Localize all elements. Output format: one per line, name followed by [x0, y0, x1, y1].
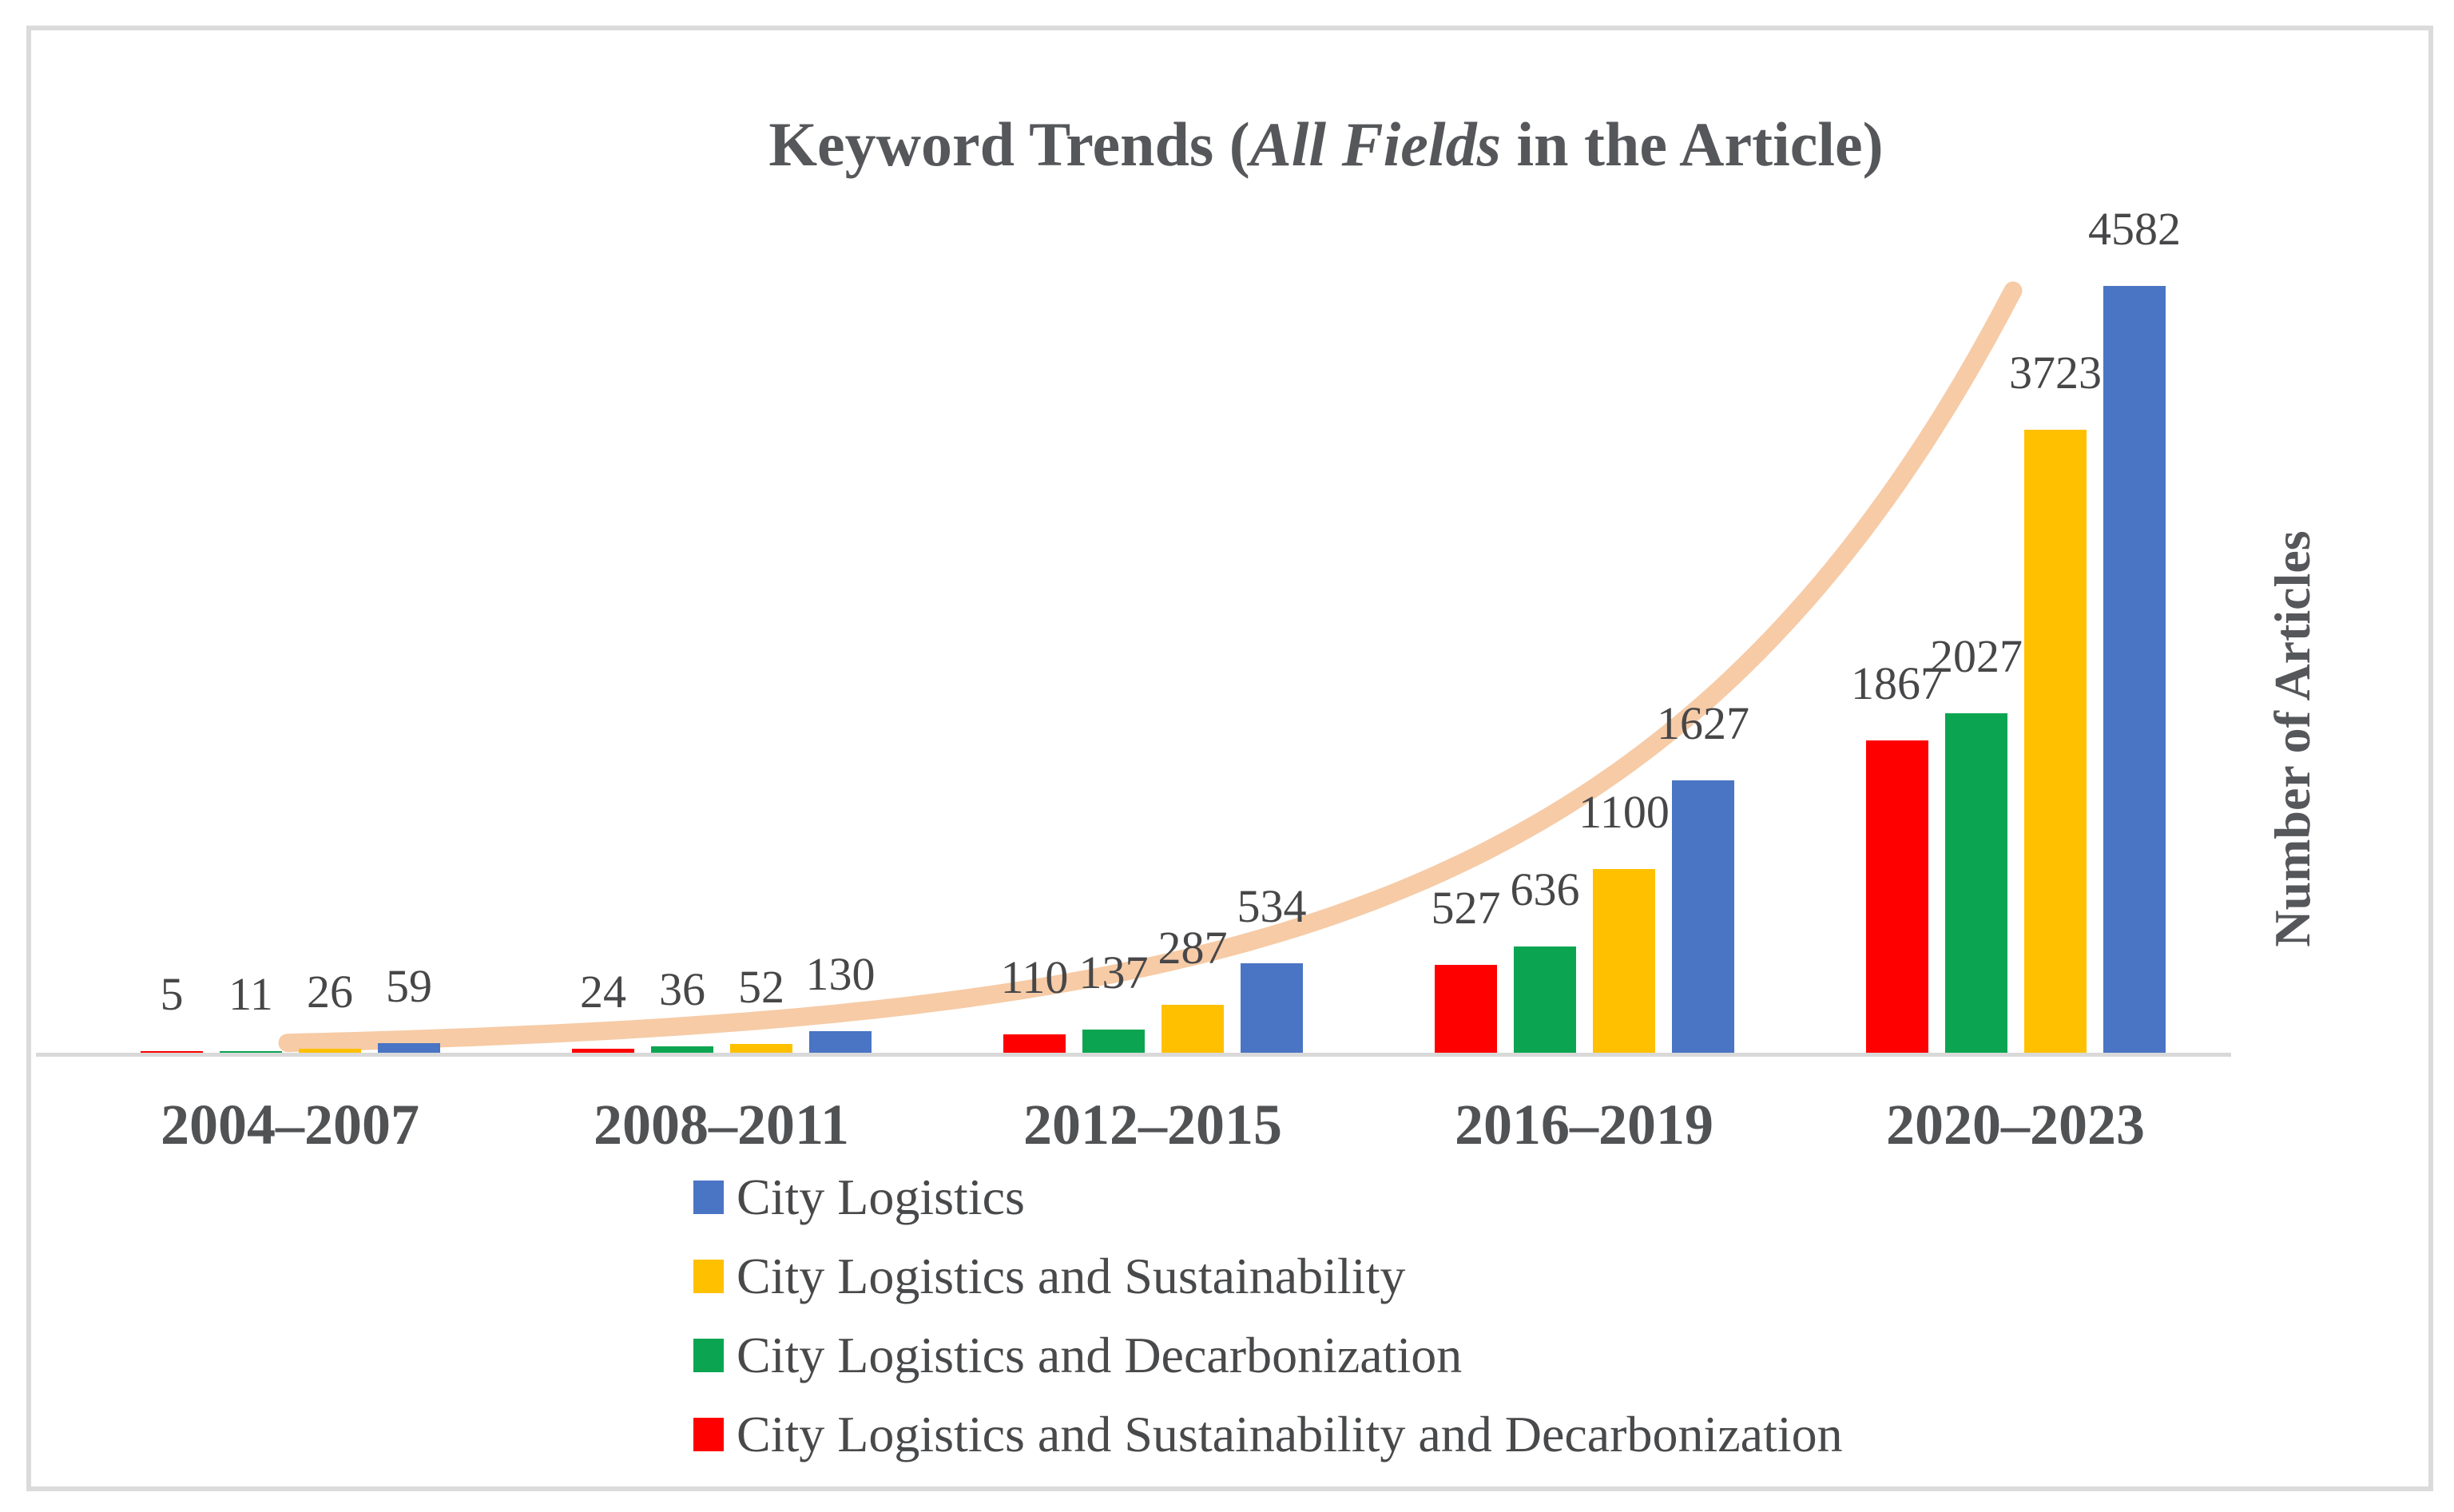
bar-city-logistics-and-sustainability-2008-2011 — [730, 1044, 792, 1053]
legend-swatch-icon — [693, 1418, 724, 1451]
bar-value-label: 636 — [1510, 863, 1580, 915]
bar-value-label: 1867 — [1851, 657, 1944, 709]
bar-city-logistics-and-decarbonization-2004-2007 — [220, 1051, 282, 1053]
x-axis-category-label: 2012–2015 — [1023, 1093, 1282, 1157]
x-axis-category-label: 2008–2011 — [593, 1093, 850, 1157]
y-axis-title: Number of Articles — [2264, 530, 2321, 947]
legend-label: City Logistics — [737, 1169, 1025, 1225]
legend-item-city-logistics-and-sustainability-and-decarbonization: City Logistics and Sustainability and De… — [693, 1408, 1843, 1464]
x-axis-category-label: 2016–2019 — [1455, 1093, 1713, 1157]
trendline-curve — [278, 281, 2023, 1053]
bar-value-label: 137 — [1078, 946, 1149, 998]
bar-city-logistics-and-sustainability-and-decarbonization-2004-2007 — [141, 1051, 203, 1053]
bar-value-label: 110 — [1000, 951, 1069, 1003]
bar-city-logistics-and-sustainability-and-decarbonization-2012-2015 — [1003, 1034, 1066, 1053]
chart-title: Keyword Trends (All Fields in the Articl… — [768, 110, 1883, 179]
legend-item-city-logistics-and-decarbonization: City Logistics and Decarbonization — [693, 1329, 1462, 1385]
x-axis-line — [36, 1053, 2231, 1057]
x-axis-category-label: 2020–2023 — [1886, 1093, 2145, 1157]
bar-city-logistics-and-decarbonization-2020-2023 — [1945, 713, 2007, 1053]
bar-value-label: 24 — [580, 966, 626, 1018]
bar-value-label: 2027 — [1930, 630, 2023, 682]
bar-value-label: 26 — [307, 966, 353, 1018]
legend-swatch-icon — [693, 1339, 724, 1372]
bar-value-label: 1627 — [1657, 697, 1749, 749]
bar-city-logistics-and-decarbonization-2016-2019 — [1514, 946, 1576, 1053]
bar-value-label: 59 — [386, 960, 432, 1012]
chart-title-suffix: in the Article) — [1500, 109, 1884, 179]
bar-value-label: 4582 — [2088, 203, 2181, 255]
bar-value-label: 52 — [738, 961, 784, 1013]
x-axis-category-label: 2004–2007 — [161, 1093, 419, 1157]
bar-city-logistics-and-sustainability-2012-2015 — [1161, 1005, 1224, 1053]
bar-city-logistics-and-decarbonization-2012-2015 — [1082, 1030, 1145, 1053]
bar-value-label: 527 — [1431, 882, 1501, 934]
bar-city-logistics-2004-2007 — [378, 1043, 440, 1053]
bar-city-logistics-and-decarbonization-2008-2011 — [651, 1046, 713, 1053]
legend-label: City Logistics and Decarbonization — [737, 1327, 1463, 1383]
bar-value-label: 11 — [228, 968, 273, 1020]
chart-title-italic: All Fields — [1249, 109, 1501, 179]
legend-label: City Logistics and Sustainability — [737, 1248, 1406, 1304]
bar-value-label: 36 — [659, 963, 705, 1015]
bar-city-logistics-2020-2023 — [2103, 286, 2166, 1053]
legend-item-city-logistics-and-sustainability: City Logistics and Sustainability — [693, 1250, 1405, 1306]
legend-label: City Logistics and Sustainability and De… — [737, 1406, 1843, 1462]
bar-city-logistics-and-sustainability-and-decarbonization-2020-2023 — [1866, 740, 1928, 1053]
legend-item-city-logistics: City Logistics — [693, 1171, 1025, 1227]
bar-city-logistics-and-sustainability-2004-2007 — [299, 1049, 361, 1053]
bar-city-logistics-and-sustainability-2020-2023 — [2024, 430, 2087, 1053]
bar-city-logistics-2008-2011 — [809, 1031, 872, 1053]
bar-value-label: 130 — [805, 948, 876, 1000]
bar-value-label: 3723 — [2009, 347, 2102, 399]
bar-value-label: 1100 — [1578, 786, 1670, 838]
legend-swatch-icon — [693, 1260, 724, 1293]
bar-city-logistics-2016-2019 — [1672, 780, 1734, 1053]
chart-title-prefix: Keyword Trends ( — [768, 109, 1250, 179]
bar-city-logistics-and-sustainability-and-decarbonization-2008-2011 — [572, 1049, 634, 1053]
bar-value-label: 287 — [1158, 922, 1228, 974]
bar-city-logistics-and-sustainability-and-decarbonization-2016-2019 — [1435, 965, 1497, 1053]
bar-city-logistics-and-sustainability-2016-2019 — [1593, 869, 1655, 1053]
bar-value-label: 534 — [1237, 880, 1307, 932]
bar-city-logistics-2012-2015 — [1241, 963, 1303, 1053]
bar-value-label: 5 — [160, 968, 184, 1020]
legend-swatch-icon — [693, 1181, 724, 1214]
